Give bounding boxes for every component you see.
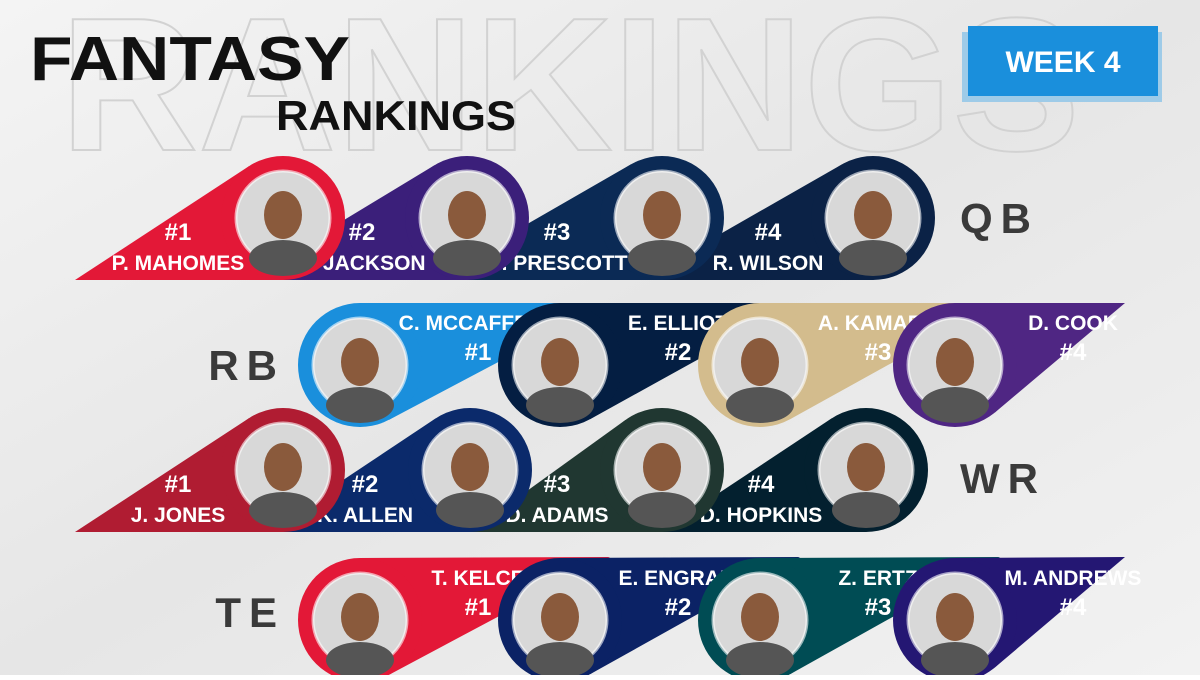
- player-name: E. ELLIOT: [628, 312, 729, 335]
- player-name: J. JONES: [131, 504, 226, 527]
- player-name: D. PRESCOTT: [486, 252, 627, 275]
- rank: #4: [1060, 339, 1087, 366]
- photo-body: [326, 387, 394, 423]
- photo-head: [264, 191, 302, 239]
- photo-body: [526, 387, 594, 423]
- player-card: #1 T. KELCE: [298, 557, 610, 680]
- photo-body: [526, 642, 594, 678]
- title: FANTASY: [30, 25, 350, 94]
- photo-body: [726, 642, 794, 678]
- photo-body: [436, 492, 504, 528]
- rank: #2: [349, 219, 376, 246]
- player-name: D. ADAMS: [505, 504, 608, 527]
- player-name: D. HOPKINS: [700, 504, 823, 527]
- player-name: T. KELCE: [431, 567, 524, 590]
- rank: #4: [755, 219, 782, 246]
- photo-body: [921, 387, 989, 423]
- player-card: #4 D. COOK: [893, 303, 1125, 427]
- photo-head: [741, 593, 779, 641]
- player-name: E. ENGRAM: [618, 567, 737, 590]
- rank: #3: [544, 471, 571, 498]
- photo-head: [643, 191, 681, 239]
- rank: #3: [865, 594, 892, 621]
- photo-head: [341, 593, 379, 641]
- photo-head: [936, 593, 974, 641]
- photo-head: [643, 443, 681, 491]
- player-name: Z. ERTZ: [838, 567, 917, 590]
- photo-body: [249, 240, 317, 276]
- player-card: #1 P. MAHOMES: [75, 156, 345, 280]
- watermark: RANKINGS: [60, 0, 1080, 191]
- position-label: TE: [215, 589, 285, 636]
- photo-head: [448, 191, 486, 239]
- rank: #1: [465, 339, 492, 366]
- photo-head: [541, 338, 579, 386]
- player-card: #4 M. ANDREWS: [893, 557, 1142, 680]
- photo-body: [628, 492, 696, 528]
- position-label: RB: [208, 342, 285, 389]
- rank: #3: [865, 339, 892, 366]
- photo-body: [433, 240, 501, 276]
- player-name: M. ANDREWS: [1005, 567, 1142, 590]
- photo-body: [832, 492, 900, 528]
- photo-body: [726, 387, 794, 423]
- subtitle: RANKINGS: [276, 92, 516, 139]
- player-name: R. WILSON: [713, 252, 824, 275]
- player-card: #3 D. ADAMS: [470, 408, 724, 532]
- photo-head: [936, 338, 974, 386]
- position-label: WR: [960, 455, 1046, 502]
- photo-head: [451, 443, 489, 491]
- rank: #1: [165, 219, 192, 246]
- photo-body: [326, 642, 394, 678]
- photo-head: [847, 443, 885, 491]
- rank: #4: [1060, 594, 1087, 621]
- badge-text: WEEK 4: [1005, 46, 1120, 79]
- player-card: #1 J. JONES: [75, 408, 345, 532]
- badge: [968, 26, 1158, 96]
- rank: #1: [165, 471, 192, 498]
- rank: #1: [465, 594, 492, 621]
- photo-head: [341, 338, 379, 386]
- player-card: #3 Z. ERTZ: [698, 557, 1000, 680]
- rank: #2: [665, 339, 692, 366]
- photo-head: [264, 443, 302, 491]
- photo-body: [249, 492, 317, 528]
- photo-head: [741, 338, 779, 386]
- photo-head: [854, 191, 892, 239]
- photo-body: [921, 642, 989, 678]
- rank: #2: [352, 471, 379, 498]
- player-name: P. MAHOMES: [112, 252, 245, 275]
- rank: #3: [544, 219, 571, 246]
- player-name: D. COOK: [1028, 312, 1118, 335]
- rank: #2: [665, 594, 692, 621]
- photo-body: [628, 240, 696, 276]
- photo-head: [541, 593, 579, 641]
- photo-body: [839, 240, 907, 276]
- position-label: QB: [960, 195, 1039, 242]
- rank: #4: [748, 471, 775, 498]
- player-name: K. ALLEN: [317, 504, 413, 527]
